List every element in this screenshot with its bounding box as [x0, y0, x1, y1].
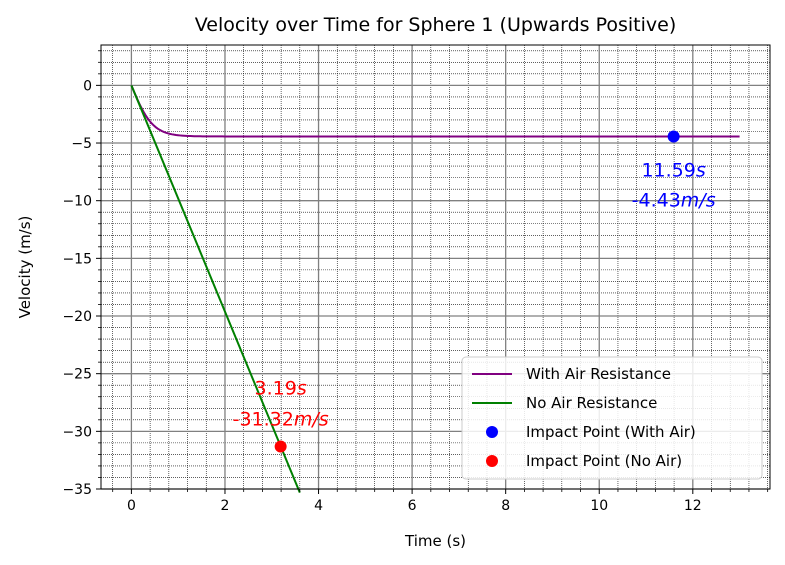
y-tick-label: −5 [71, 136, 92, 152]
y-tick-label: −25 [62, 367, 92, 383]
series-with-air-resistance [130, 84, 740, 138]
impact-point-marker [274, 440, 287, 453]
impact-point-marker [667, 130, 680, 143]
plot-frame [100, 44, 771, 490]
annotation-velocity-value: -31.32 [233, 409, 294, 431]
series-layer [130, 84, 740, 494]
annotation-time-value: 3.19 [255, 378, 297, 400]
legend-entry-label: With Air Resistance [526, 365, 671, 383]
annotation-layer: 11.59s-4.43m/s3.19s-31.32m/s [233, 160, 716, 431]
y-tick-label: −35 [62, 482, 92, 498]
y-tick-label: −10 [62, 194, 92, 210]
annotation-velocity: -4.43m/s [632, 190, 716, 212]
x-tick-label: 0 [127, 498, 136, 514]
x-tick-label: 4 [314, 498, 323, 514]
annotation-velocity-value: -4.43 [632, 190, 681, 212]
annotation-time-unit: s [297, 378, 307, 400]
y-tick-label: 0 [83, 78, 92, 94]
x-axis-label: Time (s) [404, 532, 466, 550]
y-tick-label: −15 [62, 251, 92, 267]
x-tick-label: 8 [501, 498, 510, 514]
x-tick-label: 10 [590, 498, 608, 514]
legend-entry-label: No Air Resistance [526, 394, 657, 412]
annotation-velocity-unit: m/s [294, 409, 329, 431]
annotation-time-value: 11.59 [641, 160, 695, 182]
x-tick-label: 12 [684, 498, 702, 514]
legend-swatch-marker [486, 455, 498, 467]
annotation-velocity: -31.32m/s [233, 409, 329, 431]
legend-entry-label: Impact Point (With Air) [526, 423, 696, 441]
y-tick-label: −20 [62, 309, 92, 325]
y-tick-label: −30 [62, 424, 92, 440]
x-tick-label: 6 [408, 498, 417, 514]
legend-swatch-marker [486, 426, 498, 438]
x-tick-label: 2 [221, 498, 230, 514]
annotation-time-unit: s [696, 160, 706, 182]
series-no-air-resistance [130, 84, 301, 494]
legend-box [461, 356, 763, 480]
annotation-velocity-unit: m/s [681, 190, 716, 212]
chart-title: Velocity over Time for Sphere 1 (Upwards… [195, 14, 677, 36]
legend: With Air Resistance No Air Resistance Impa… [461, 356, 763, 480]
legend-entry-label: Impact Point (No Air) [526, 452, 682, 470]
annotation-time: 11.59s [641, 160, 705, 182]
axis-ticks: 0 2 4 6 8 10 12 0 −5 −10 −15 −20 −25 −30 −35 [62, 50, 769, 514]
annotation-time: 3.19s [255, 378, 307, 400]
y-axis-label: Velocity (m/s) [16, 216, 34, 319]
